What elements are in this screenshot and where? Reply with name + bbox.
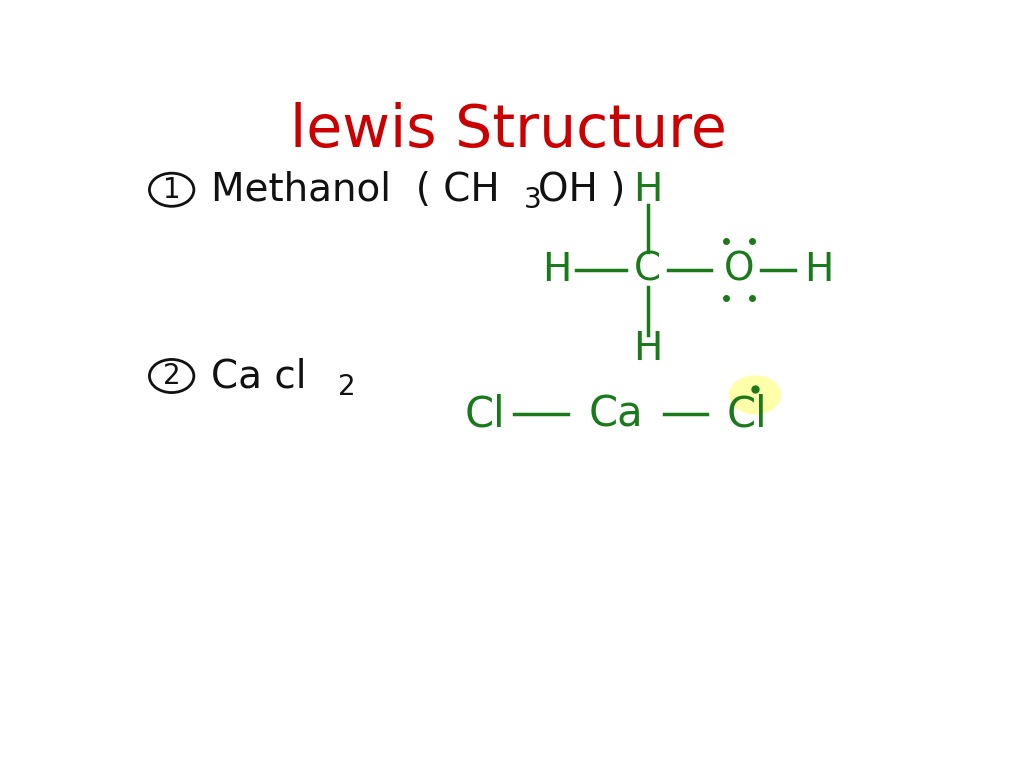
Text: C: C [634,250,662,289]
Text: lewis Structure: lewis Structure [291,102,727,159]
Text: Ca: Ca [589,393,643,435]
Text: H: H [804,250,834,289]
Text: 2: 2 [338,372,356,401]
Text: Ca cl: Ca cl [211,357,307,395]
Text: O: O [724,250,755,289]
Text: H: H [633,170,663,209]
Text: OH ): OH ) [539,170,626,209]
Text: 3: 3 [524,187,542,214]
Text: Cl: Cl [465,393,506,435]
Text: Methanol  ( CH: Methanol ( CH [211,170,500,209]
Text: 2: 2 [163,362,180,390]
Text: 1: 1 [163,176,180,204]
Text: Cl: Cl [727,393,767,435]
Text: H: H [633,330,663,369]
Text: H: H [542,250,571,289]
Circle shape [729,376,780,414]
